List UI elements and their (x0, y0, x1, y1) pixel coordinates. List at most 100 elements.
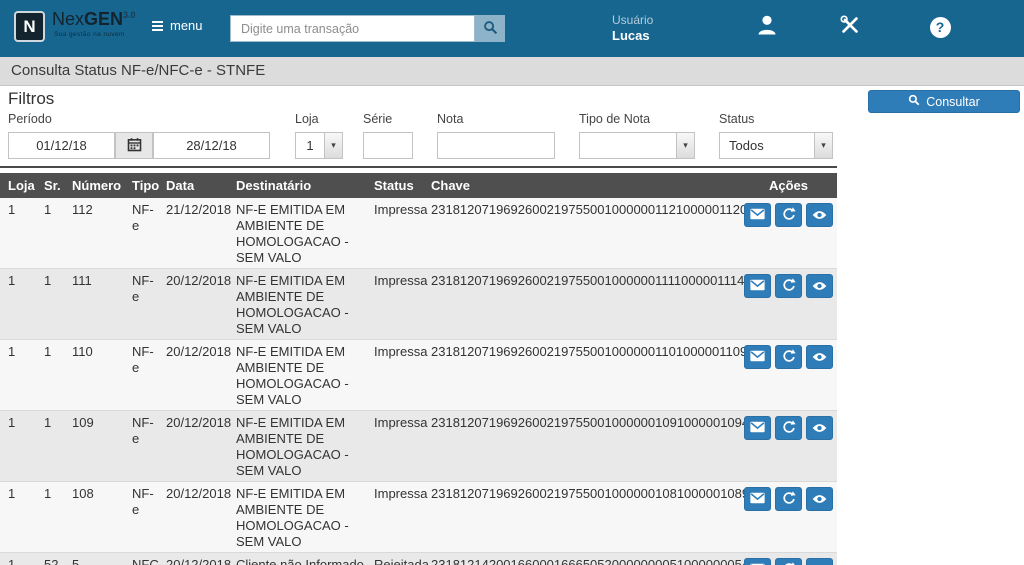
cell-numero: 108 (68, 481, 128, 553)
refresh-icon (782, 561, 796, 565)
consultar-button[interactable]: Consultar (868, 90, 1020, 113)
cell-status: Impressa (370, 410, 427, 482)
user-label: Usuário (612, 13, 654, 27)
cell-data: 20/12/2018 (162, 410, 232, 482)
cell-chave: 2318121420016600016665052000000005100000… (427, 552, 749, 565)
cell-numero: 110 (68, 339, 128, 411)
view-details-button[interactable] (806, 558, 833, 565)
refresh-status-button[interactable] (775, 416, 802, 440)
help-button[interactable]: ? (928, 15, 952, 39)
cell-data: 20/12/2018 (162, 339, 232, 411)
settings-tools-button[interactable] (838, 14, 862, 39)
status-select-value: Todos (729, 138, 764, 153)
send-email-button[interactable] (744, 345, 771, 369)
eye-icon (812, 421, 827, 436)
table-row: 1 1 108 NF-e 20/12/2018 NF-E EMITIDA EM … (0, 481, 837, 553)
col-data: Data (162, 173, 232, 198)
send-email-button[interactable] (744, 416, 771, 440)
consultar-label: Consultar (926, 94, 980, 109)
hamburger-icon (152, 20, 163, 31)
col-sr: Sr. (40, 173, 68, 198)
cell-chave: 2318120719692600219755001000000108100000… (427, 481, 749, 553)
nota-input[interactable] (437, 132, 555, 159)
transaction-search-button[interactable] (475, 15, 505, 42)
cell-destinatario: NF-E EMITIDA EM AMBIENTE DE HOMOLOGACAO … (232, 268, 370, 340)
cell-status: Impressa (370, 339, 427, 411)
serie-input[interactable] (363, 132, 413, 159)
refresh-icon (782, 277, 796, 295)
user-icon (755, 13, 779, 42)
brand-name-prefix: Nex (52, 9, 85, 29)
col-acoes: Ações (740, 173, 837, 198)
cell-tipo: NF-e (128, 339, 162, 411)
cell-tipo: NF-e (128, 481, 162, 553)
send-email-button[interactable] (744, 274, 771, 298)
row-actions (744, 415, 833, 440)
tipo-de-nota-select[interactable]: ▾ (579, 132, 695, 159)
refresh-status-button[interactable] (775, 274, 802, 298)
row-actions (744, 202, 833, 227)
view-details-button[interactable] (806, 345, 833, 369)
search-icon (908, 94, 920, 109)
refresh-icon (782, 490, 796, 508)
refresh-status-button[interactable] (775, 345, 802, 369)
cell-sr: 1 (44, 202, 52, 217)
cell-status: Impressa (370, 268, 427, 340)
cell-sr: 1 (40, 268, 68, 340)
send-email-button[interactable] (744, 203, 771, 227)
cell-tipo: NF-e (128, 268, 162, 340)
transaction-search-input[interactable] (230, 15, 475, 42)
cell-data: 20/12/2018 (162, 552, 232, 565)
refresh-status-button[interactable] (775, 558, 802, 565)
cell-numero: 112 (72, 202, 93, 217)
cell-loja: 1 (0, 481, 40, 553)
send-email-button[interactable] (744, 558, 771, 565)
cell-loja: 1 (8, 202, 16, 217)
brand-name-suffix: GEN (84, 9, 124, 29)
cell-numero: 111 (68, 268, 128, 340)
filters-separator (0, 166, 837, 168)
cell-data: 21/12/2018 (166, 202, 232, 217)
user-info: Usuário Lucas (612, 13, 653, 43)
mail-icon (750, 350, 765, 365)
table-row: 1 52 5 NFC-e 20/12/2018 Cliente não Info… (0, 552, 837, 565)
cell-chave: 2318120719692600219755001000000109100000… (427, 410, 749, 482)
cell-destinatario: Cliente não Informado (232, 552, 370, 565)
transaction-search (230, 15, 505, 42)
date-to-input[interactable] (153, 132, 270, 159)
user-profile-button[interactable] (755, 15, 779, 39)
cell-chave: 2318120719692600219755001000000112100000… (431, 202, 748, 217)
date-from-input[interactable] (8, 132, 115, 159)
calendar-button[interactable] (115, 132, 153, 159)
status-select[interactable]: Todos ▾ (719, 132, 833, 159)
table-row: 1 1 109 NF-e 20/12/2018 NF-E EMITIDA EM … (0, 410, 837, 482)
main-content: Filtros Consultar Período Loja Série Not… (0, 86, 1024, 565)
cell-numero: 5 (68, 552, 128, 565)
eye-icon (812, 350, 827, 365)
chevron-down-icon[interactable]: ▾ (324, 133, 342, 158)
refresh-icon (782, 419, 796, 437)
refresh-status-button[interactable] (775, 487, 802, 511)
brand-logo-icon[interactable]: N (14, 11, 45, 42)
cell-loja: 1 (0, 552, 40, 565)
eye-icon (812, 492, 827, 507)
brand-name[interactable]: NexGEN3.0 (52, 9, 136, 30)
send-email-button[interactable] (744, 487, 771, 511)
view-details-button[interactable] (806, 487, 833, 511)
loja-label: Loja (295, 112, 319, 126)
view-details-button[interactable] (806, 203, 833, 227)
cell-chave: 2318120719692600219755001000000110100000… (427, 339, 747, 411)
chevron-down-icon[interactable]: ▾ (676, 133, 694, 158)
cell-loja: 1 (0, 268, 40, 340)
cell-status: Impressa (370, 481, 427, 553)
view-details-button[interactable] (806, 274, 833, 298)
cell-destinatario: NF-E EMITIDA EM AMBIENTE DE HOMOLOGACAO … (232, 339, 370, 411)
refresh-status-button[interactable] (775, 203, 802, 227)
view-details-button[interactable] (806, 416, 833, 440)
table-header-row: Loja Sr. Número Tipo Data Destinatário S… (0, 173, 837, 198)
filters-heading: Filtros (8, 89, 55, 108)
loja-select[interactable]: 1 ▾ (295, 132, 343, 159)
menu-button[interactable]: menu (152, 18, 203, 33)
chevron-down-icon[interactable]: ▾ (814, 133, 832, 158)
mail-icon (750, 208, 765, 223)
